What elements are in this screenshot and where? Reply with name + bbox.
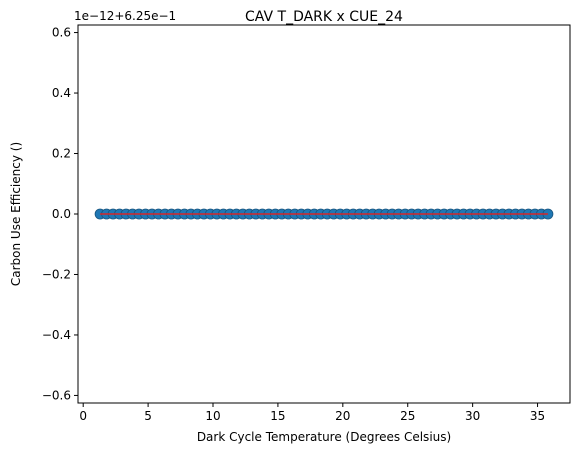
y-axis-label: Carbon Use Efficiency () [9, 142, 23, 286]
y-tick-label: 0.6 [52, 26, 71, 40]
x-tick-label: 10 [205, 409, 220, 423]
y-offset-label: 1e−12+6.25e−1 [74, 9, 176, 23]
y-tick-label: −0.6 [42, 388, 71, 402]
chart-title: CAV T_DARK x CUE_24 [245, 9, 403, 25]
y-tick-label: −0.4 [42, 328, 71, 342]
y-tick-label: −0.2 [42, 267, 71, 281]
x-tick-label: 15 [270, 409, 285, 423]
plot-frame [77, 24, 571, 404]
x-tick-label: 35 [530, 409, 545, 423]
x-tick-label: 5 [144, 409, 152, 423]
x-tick-label: 25 [400, 409, 415, 423]
x-tick-label: 0 [79, 409, 87, 423]
y-tick-label: 0.0 [52, 207, 71, 221]
x-tick-label: 30 [465, 409, 480, 423]
y-tick-label: 0.4 [52, 86, 71, 100]
x-axis-ticks: 0 5 10 15 20 25 30 35 [79, 403, 545, 423]
y-tick-label: 0.2 [52, 147, 71, 161]
x-axis-label: Dark Cycle Temperature (Degrees Celsius) [197, 430, 451, 444]
x-tick-label: 20 [335, 409, 350, 423]
y-axis-ticks: −0.6 −0.4 −0.2 0.0 0.2 0.4 0.6 [42, 26, 78, 402]
